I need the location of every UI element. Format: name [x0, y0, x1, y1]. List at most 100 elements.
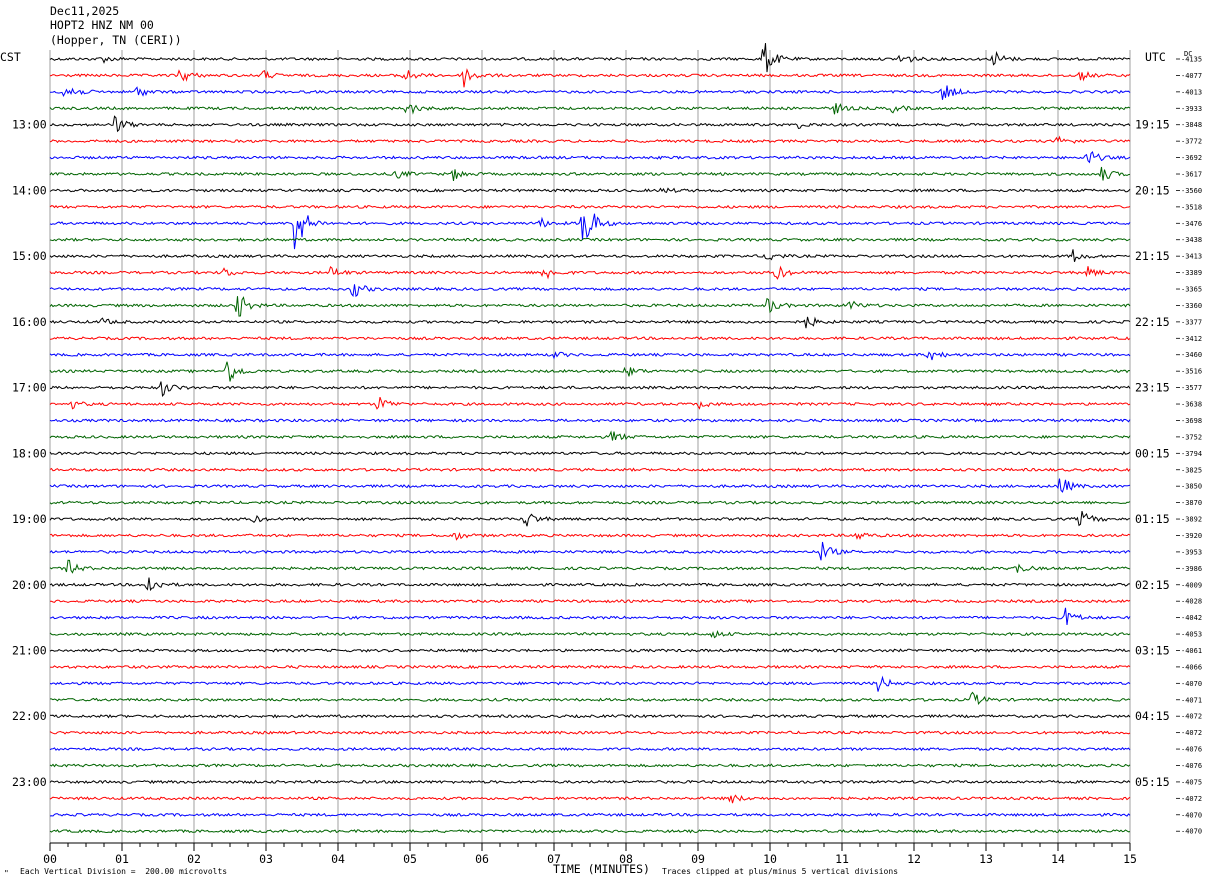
- dc-offset-label: -4072: [1181, 729, 1202, 737]
- x-tick-label: 07: [547, 852, 561, 866]
- cst-hour-label: 15:00: [12, 249, 47, 263]
- dc-offset-label: -3892: [1181, 516, 1202, 524]
- utc-hour-label: 03:15: [1135, 643, 1170, 657]
- trace-row-31: [49, 559, 1131, 574]
- trace-row-43: [49, 763, 1131, 768]
- trace-row-32: [49, 577, 1130, 592]
- dc-offset-label: -3360: [1181, 302, 1202, 310]
- trace-row-11: [49, 237, 1131, 242]
- trace-row-13: [49, 265, 1131, 280]
- trace-row-40: [49, 714, 1131, 719]
- dc-offset-label: -4076: [1181, 762, 1202, 770]
- dc-offset-label: -4070: [1181, 680, 1202, 688]
- x-axis-title: TIME (MINUTES): [553, 862, 650, 876]
- x-tick-label: 04: [331, 852, 345, 866]
- header-station: HOPT2 HNZ NM 00: [50, 18, 154, 32]
- trace-row-45: [49, 794, 1131, 804]
- dc-offset-label: -4072: [1181, 795, 1202, 803]
- trace-row-30: [49, 541, 1131, 561]
- trace-row-18: [49, 351, 1131, 361]
- utc-hour-label: 04:15: [1135, 709, 1170, 723]
- trace-row-14: [49, 284, 1131, 298]
- x-tick-label: 09: [691, 852, 705, 866]
- x-tick-label: 13: [979, 852, 993, 866]
- trace-row-21: [49, 396, 1131, 410]
- trace-row-8: [49, 187, 1131, 194]
- dc-offset-label: -4070: [1181, 828, 1202, 836]
- trace-row-19: [49, 361, 1131, 382]
- dc-offset-label: -3692: [1181, 154, 1202, 162]
- trace-row-5: [49, 135, 1131, 144]
- trace-row-12: [49, 249, 1131, 262]
- time-axis: 00 01 02 03 04 05 06 07 08 09 10 11 12 13 14 15: [43, 842, 1137, 866]
- x-tick-label: 01: [115, 852, 129, 866]
- dc-offset-label: -3920: [1181, 532, 1202, 540]
- utc-hour-label: 05:15: [1135, 775, 1170, 789]
- trace-row-0: [49, 43, 1131, 73]
- trace-row-46: [49, 812, 1131, 817]
- trace-row-3: [49, 103, 1131, 115]
- corner-mark: ": [4, 869, 9, 878]
- dc-offset-label: -3617: [1181, 171, 1202, 179]
- trace-row-7: [49, 166, 1131, 181]
- cst-hour-label: 23:00: [12, 775, 47, 789]
- right-timezone-label: UTC: [1145, 50, 1166, 64]
- dc-offset-label: -4135: [1181, 56, 1202, 64]
- utc-hour-label: 20:15: [1135, 183, 1170, 197]
- dc-offset-header: DC: [1184, 50, 1193, 58]
- dc-offset-label: -3850: [1181, 483, 1202, 491]
- dc-offset-label: -4075: [1181, 778, 1202, 786]
- dc-offset-label: -4066: [1181, 663, 1202, 671]
- utc-hour-label: 23:15: [1135, 381, 1170, 395]
- trace-row-1: [49, 68, 1131, 88]
- cst-hour-label: 14:00: [12, 183, 47, 197]
- trace-row-38: [49, 675, 1131, 692]
- trace-row-26: [49, 478, 1131, 493]
- utc-hour-label: 21:15: [1135, 249, 1170, 263]
- trace-row-35: [49, 630, 1131, 639]
- dc-offset-label: -4070: [1181, 811, 1202, 819]
- dc-offset-label: -3698: [1181, 417, 1202, 425]
- dc-offset-label: -3986: [1181, 565, 1202, 573]
- dc-offset-label: -4077: [1181, 72, 1202, 80]
- utc-hour-label: 00:15: [1135, 446, 1170, 460]
- dc-offset-label: -3560: [1181, 187, 1202, 195]
- clip-note: Traces clipped at plus/minus 5 vertical …: [662, 867, 899, 876]
- trace-row-22: [49, 418, 1131, 423]
- dc-offset-label: -3794: [1181, 450, 1202, 458]
- trace-row-4: [49, 115, 1131, 133]
- x-tick-label: 12: [907, 852, 921, 866]
- dc-offset-label: -3825: [1181, 466, 1202, 474]
- cst-hour-label: 20:00: [12, 578, 47, 592]
- dc-offset-label: -3377: [1181, 318, 1202, 326]
- cst-hour-labels: 13:00 14:00 15:00 16:00 17:00 18:00 19:00 20:00…: [12, 118, 47, 789]
- dc-offset-label: -4071: [1181, 696, 1202, 704]
- trace-row-2: [49, 85, 1131, 100]
- x-tick-label: 05: [403, 852, 417, 866]
- dc-offset-label: -3438: [1181, 236, 1202, 244]
- trace-row-10: [49, 213, 1131, 250]
- trace-row-44: [49, 779, 1131, 785]
- x-tick-label: 11: [835, 852, 849, 866]
- utc-hour-label: 01:15: [1135, 512, 1170, 526]
- cst-hour-label: 21:00: [12, 643, 47, 657]
- dc-offset-label: -4013: [1181, 88, 1202, 96]
- dc-offset-label: -4042: [1181, 614, 1202, 622]
- trace-row-27: [49, 500, 1131, 505]
- dc-offset-label: -3638: [1181, 401, 1202, 409]
- trace-row-33: [49, 598, 1131, 604]
- trace-row-37: [49, 664, 1131, 670]
- dc-offset-label: -4061: [1181, 647, 1202, 655]
- dc-offset-label: -3870: [1181, 499, 1202, 507]
- trace-row-41: [49, 730, 1131, 735]
- header-location: (Hopper, TN (CERI)): [50, 33, 182, 47]
- dc-offset-label: -3476: [1181, 220, 1202, 228]
- trace-row-25: [49, 467, 1131, 472]
- dc-offset-label: -3516: [1181, 368, 1202, 376]
- trace-row-9: [49, 204, 1131, 210]
- dc-offset-label: -3772: [1181, 138, 1202, 146]
- minute-gridlines: [49, 50, 1131, 843]
- x-tick-label: 03: [259, 852, 273, 866]
- dc-offset-label: -3389: [1181, 269, 1202, 277]
